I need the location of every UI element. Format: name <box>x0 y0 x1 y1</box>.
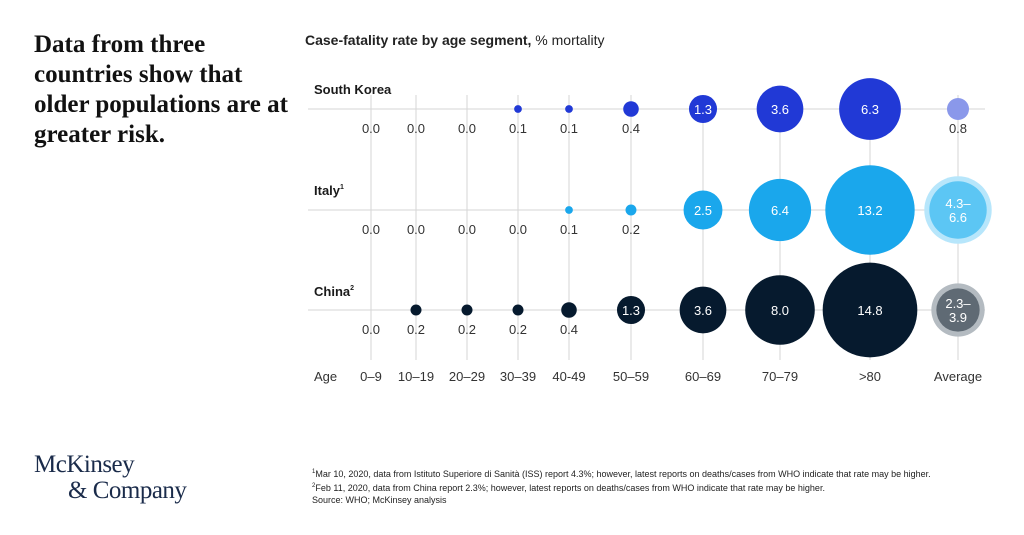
value-label-south-korea-80: 6.3 <box>861 102 879 117</box>
value-label-south-korea-average: 0.8 <box>949 121 967 136</box>
bubble-italy-50-59 <box>625 204 637 216</box>
series-label-south-korea: South Korea <box>314 82 392 97</box>
bubble-china-average <box>936 288 980 332</box>
x-tick-20-29: 20–29 <box>449 369 485 384</box>
x-tick-40-49: 40-49 <box>552 369 585 384</box>
chart-title-unit: % mortality <box>531 32 605 48</box>
value-label-south-korea-20-29: 0.0 <box>458 121 476 136</box>
x-tick-80: >80 <box>859 369 881 384</box>
x-tick-70-79: 70–79 <box>762 369 798 384</box>
bubble-south-korea-70-79 <box>756 85 804 133</box>
value-label-italy-50-59: 0.2 <box>622 222 640 237</box>
value-label-china-40-49: 0.4 <box>560 322 578 337</box>
footnote-2: 2Feb 11, 2020, data from China report 2.… <box>312 483 825 493</box>
value-label-china-10-19: 0.2 <box>407 322 425 337</box>
value-label-south-korea-0-9: 0.0 <box>362 121 380 136</box>
value-label-italy-average: 4.3– 6.6 <box>945 196 971 225</box>
x-tick-60-69: 60–69 <box>685 369 721 384</box>
x-tick-50-59: 50–59 <box>613 369 649 384</box>
x-tick-10-19: 10–19 <box>398 369 434 384</box>
mckinsey-logo: McKinsey & Company <box>34 451 187 504</box>
bubble-south-korea-40-49 <box>565 105 573 113</box>
value-label-china-average: 2.3– 3.9 <box>945 296 971 325</box>
bubble-china-10-19 <box>410 304 422 316</box>
bubble-china-40-49 <box>561 302 577 318</box>
footnotes: 1Mar 10, 2020, data from Istituto Superi… <box>312 466 931 506</box>
value-label-italy-80: 13.2 <box>857 203 882 218</box>
bubble-italy-40-49 <box>565 206 573 214</box>
bubble-china-50-59 <box>616 295 646 325</box>
logo-line-2: & Company <box>68 477 187 504</box>
value-label-china-50-59: 1.3 <box>622 303 640 318</box>
x-tick-average: Average <box>934 369 982 384</box>
value-label-china-60-69: 3.6 <box>694 303 712 318</box>
source-note: Source: WHO; McKinsey analysis <box>312 495 447 505</box>
bubble-south-korea-60-69 <box>688 94 718 124</box>
value-label-italy-0-9: 0.0 <box>362 222 380 237</box>
bubble-italy-average <box>929 181 987 239</box>
value-label-south-korea-30-39: 0.1 <box>509 121 527 136</box>
value-label-china-30-39: 0.2 <box>509 322 527 337</box>
value-label-italy-10-19: 0.0 <box>407 222 425 237</box>
bubble-china-80 <box>822 262 918 358</box>
value-label-south-korea-60-69: 1.3 <box>694 102 712 117</box>
value-label-south-korea-70-79: 3.6 <box>771 102 789 117</box>
x-tick-0-9: 0–9 <box>360 369 382 384</box>
bubble-china-70-79 <box>745 275 815 345</box>
value-label-italy-70-79: 6.4 <box>771 203 789 218</box>
value-label-south-korea-40-49: 0.1 <box>560 121 578 136</box>
value-label-china-80: 14.8 <box>857 303 882 318</box>
value-label-south-korea-10-19: 0.0 <box>407 121 425 136</box>
bubble-south-korea-50-59 <box>623 101 639 117</box>
x-axis-label: Age <box>314 369 337 384</box>
bubble-china-30-39 <box>512 304 524 316</box>
bubble-italy-80 <box>825 165 915 255</box>
value-label-china-0-9: 0.0 <box>362 322 380 337</box>
chart-title: Case-fatality rate by age segment, % mor… <box>305 32 605 48</box>
value-label-china-70-79: 8.0 <box>771 303 789 318</box>
chart-title-main: Case-fatality rate by age segment, <box>305 32 532 48</box>
value-label-italy-40-49: 0.1 <box>560 222 578 237</box>
bubble-italy-70-79 <box>748 178 812 242</box>
value-label-south-korea-50-59: 0.4 <box>622 121 640 136</box>
bubble-south-korea-80 <box>839 78 901 140</box>
value-label-italy-60-69: 2.5 <box>694 203 712 218</box>
bubble-china-60-69 <box>679 286 727 334</box>
x-tick-30-39: 30–39 <box>500 369 536 384</box>
series-label-italy: Italy1 <box>314 183 344 198</box>
bubble-china-20-29 <box>461 304 473 316</box>
value-label-china-20-29: 0.2 <box>458 322 476 337</box>
footnote-1: 1Mar 10, 2020, data from Istituto Superi… <box>312 469 931 479</box>
bubble-italy-60-69 <box>683 190 723 230</box>
headline: Data from three countries show that olde… <box>34 31 288 148</box>
bubble-south-korea-average <box>946 97 970 121</box>
value-label-italy-20-29: 0.0 <box>458 222 476 237</box>
bubble-south-korea-30-39 <box>514 105 522 113</box>
value-label-italy-30-39: 0.0 <box>509 222 527 237</box>
logo-line-1: McKinsey <box>34 451 135 478</box>
series-label-china: China2 <box>314 284 354 299</box>
